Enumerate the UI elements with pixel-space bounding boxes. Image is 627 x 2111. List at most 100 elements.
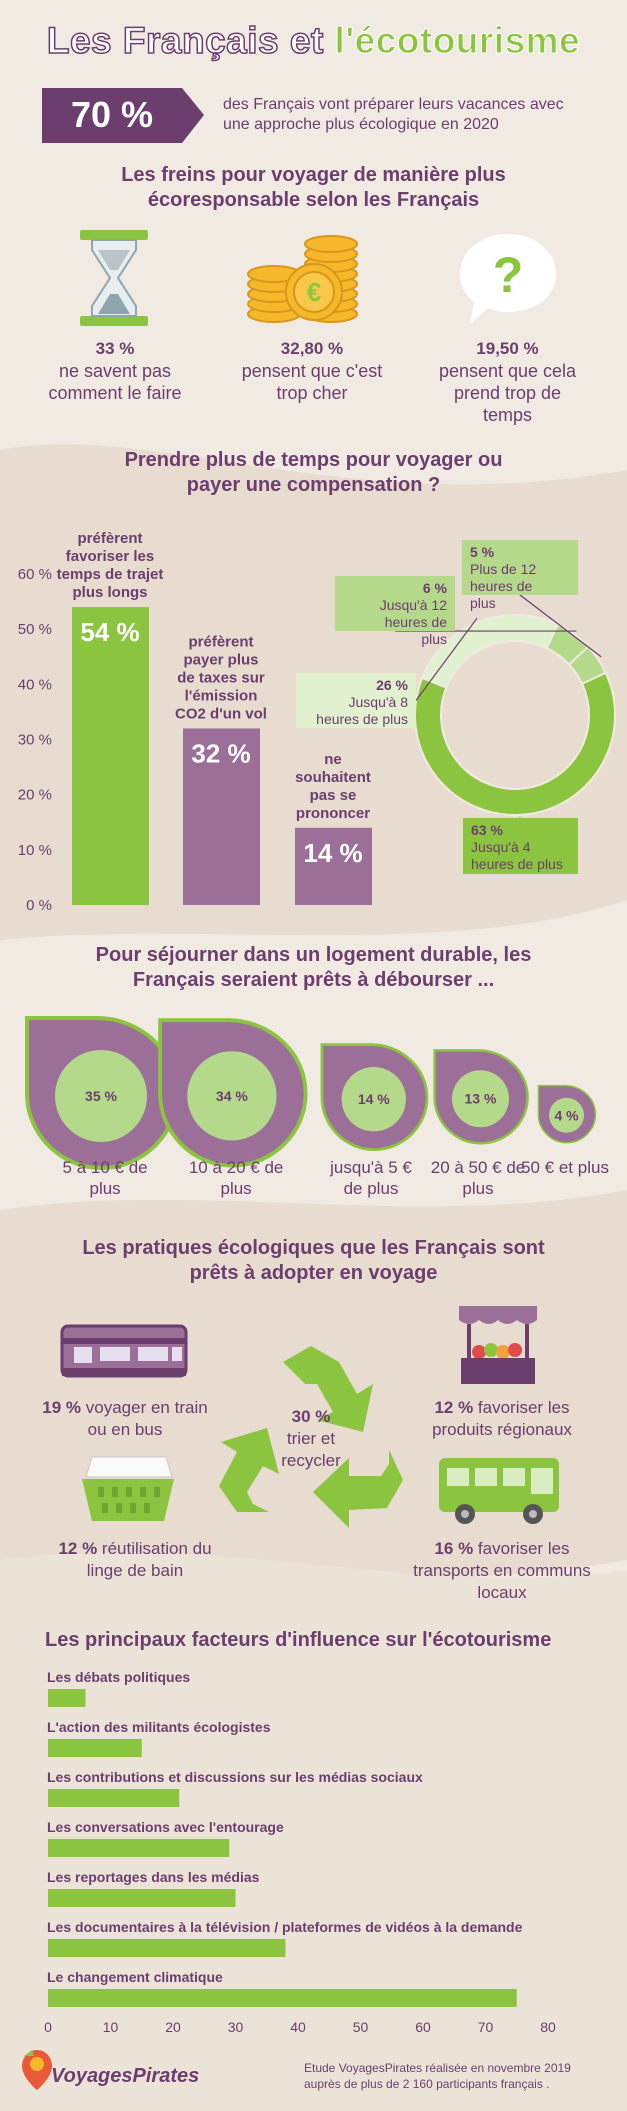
practice-value-5: 16 %	[434, 1539, 474, 1558]
stat-value: 70 %	[70, 94, 154, 135]
housing-drop-label: 20 à 50 € de plus	[431, 1158, 526, 1198]
time-title: Prendre plus de temps pour voyager ou pa…	[124, 449, 503, 496]
housing-drop-value: 35 %	[85, 1088, 117, 1104]
x-tick-label: 50	[353, 2019, 369, 2035]
influence-title: Les principaux facteurs d'influence sur …	[45, 1629, 552, 1651]
bar-value-label: 54 %	[80, 617, 139, 647]
y-tick-label: 60 %	[18, 566, 52, 583]
y-tick-label: 40 %	[18, 676, 52, 693]
brake-item-1: 33 % ne savent pas comment le faire	[40, 338, 190, 404]
practice-item-4: 12 % réutilisation du linge de bain	[40, 1538, 230, 1582]
bar	[48, 1789, 180, 1807]
svg-text:?: ?	[493, 247, 524, 303]
donut-leader-line	[415, 617, 478, 701]
housing-drop-label: jusqu'à 5 € de plus	[329, 1158, 412, 1198]
practice-item-2: 12 % favoriser les produits régionaux	[413, 1397, 591, 1441]
housing-drop	[158, 1018, 308, 1168]
housing-drop-label: 50 € et plus	[521, 1158, 609, 1177]
bar	[48, 1839, 230, 1857]
hourglass-icon	[80, 230, 148, 326]
housing-title: Pour séjourner dans un logement durable,…	[95, 944, 532, 991]
practice-item-1: 19 % voyager en train ou en bus	[40, 1397, 210, 1441]
brake-text-2: pensent que c'est trop cher	[241, 361, 383, 403]
market-stall-icon	[459, 1306, 537, 1384]
donut-slice-pct: 5 %	[470, 544, 495, 560]
housing-drop-value: 14 %	[358, 1091, 390, 1107]
donut-slice-pct: 26 %	[376, 677, 408, 693]
bar-category-label: préfèrent favoriser les temps de trajet plu…	[57, 530, 164, 601]
housing-drop-value: 4 %	[554, 1107, 579, 1123]
category-label: Les contributions et discussions sur les…	[47, 1769, 423, 1785]
category-label: L'action des militants écologistes	[47, 1719, 271, 1735]
housing-drop-value: 34 %	[216, 1088, 248, 1104]
page-title: Les Français et l'écotourisme	[0, 19, 627, 62]
title-part1: Les Français et	[46, 19, 335, 62]
donut-slice-pct: 6 %	[423, 580, 448, 596]
practice-text-1: voyager en train ou en bus	[81, 1398, 208, 1439]
brake-value-2: 32,80 %	[280, 339, 344, 358]
bar-value-label: 14 %	[303, 838, 362, 868]
brake-text-1: ne savent pas comment le faire	[48, 361, 182, 403]
housing-drop-label: 10 à 20 € de plus	[189, 1158, 284, 1198]
practice-item-5: 16 % favoriser les transports en communs…	[413, 1538, 591, 1604]
x-tick-label: 20	[165, 2019, 181, 2035]
y-tick-label: 20 %	[18, 787, 52, 804]
housing-drop-label: 5 à 10 € de plus	[63, 1158, 148, 1198]
bar	[48, 1689, 86, 1707]
bar-category-label: ne souhaitent pas se prononcer	[295, 751, 371, 822]
brake-value-3: 19,50 %	[476, 339, 539, 358]
practice-item-3: 30 % trier et recycler	[265, 1406, 357, 1472]
y-tick-label: 10 %	[18, 842, 52, 859]
practice-value-2: 12 %	[434, 1398, 474, 1417]
brake-value-1: 33 %	[95, 339, 135, 358]
train-icon	[60, 1324, 188, 1378]
title-part2: l'écotourisme	[334, 20, 581, 62]
x-tick-label: 60	[415, 2019, 431, 2035]
housing-drop	[25, 1016, 180, 1171]
donut-slice-pct: 63 %	[471, 822, 503, 838]
donut-label-box	[462, 540, 578, 595]
recycle-icon	[219, 1346, 403, 1528]
y-tick-label: 50 %	[18, 621, 52, 638]
housing-drop	[320, 1043, 429, 1151]
donut-leader-line	[519, 594, 602, 658]
svg-text:€: €	[307, 277, 321, 307]
donut-slice-label: Jusqu'à 12 heures de plus	[380, 597, 447, 647]
bus-icon	[439, 1458, 559, 1524]
bar	[295, 827, 372, 905]
bar	[48, 1989, 517, 2007]
brand-logo-icon	[22, 2050, 52, 2090]
brake-text-3: pensent que cela prend trop de temps	[438, 361, 577, 425]
brake-item-3: 19,50 % pensent que cela prend trop de t…	[430, 338, 585, 426]
practice-value-1: 19 %	[42, 1398, 82, 1417]
stat-banner	[42, 88, 204, 143]
bar	[183, 728, 260, 905]
donut-label-box	[335, 576, 455, 631]
practice-text-4: réutilisation du linge de bain	[86, 1539, 212, 1580]
practice-text-2: favoriser les produits régionaux	[432, 1398, 572, 1439]
x-tick-label: 30	[228, 2019, 244, 2035]
category-label: Le changement climatique	[47, 1969, 223, 1985]
housing-drop	[433, 1049, 529, 1145]
footer-note: Etude VoyagesPirates réalisée en novembr…	[304, 2061, 571, 2091]
x-tick-label: 80	[540, 2019, 556, 2035]
bar	[72, 607, 149, 905]
donut-label-box	[463, 818, 578, 874]
donut-slice	[414, 671, 616, 816]
bar	[48, 1739, 142, 1757]
x-tick-label: 0	[44, 2019, 52, 2035]
bar-category-label: préfèrent payer plus de taxes sur l'émissio…	[175, 633, 267, 722]
practice-text-3: trier et recycler	[281, 1429, 341, 1470]
x-tick-label: 10	[103, 2019, 119, 2035]
bar	[48, 1889, 236, 1907]
bar	[48, 1939, 286, 1957]
category-label: Les débats politiques	[47, 1669, 190, 1685]
housing-drop	[537, 1084, 597, 1144]
brand-name: VoyagesPirates	[51, 2065, 200, 2087]
housing-drops: 35 % 5 à 10 € de plus 34 % 10 à 20 € de plus 1…	[25, 1016, 609, 1198]
housing-drop-value: 13 %	[465, 1091, 497, 1107]
category-label: Les conversations avec l'entourage	[47, 1819, 284, 1835]
category-label: Les documentaires à la télévision / plat…	[47, 1919, 523, 1935]
donut-slice-label: Jusqu'à 8 heures de plus	[316, 694, 408, 727]
practice-value-3: 30 %	[291, 1407, 331, 1426]
